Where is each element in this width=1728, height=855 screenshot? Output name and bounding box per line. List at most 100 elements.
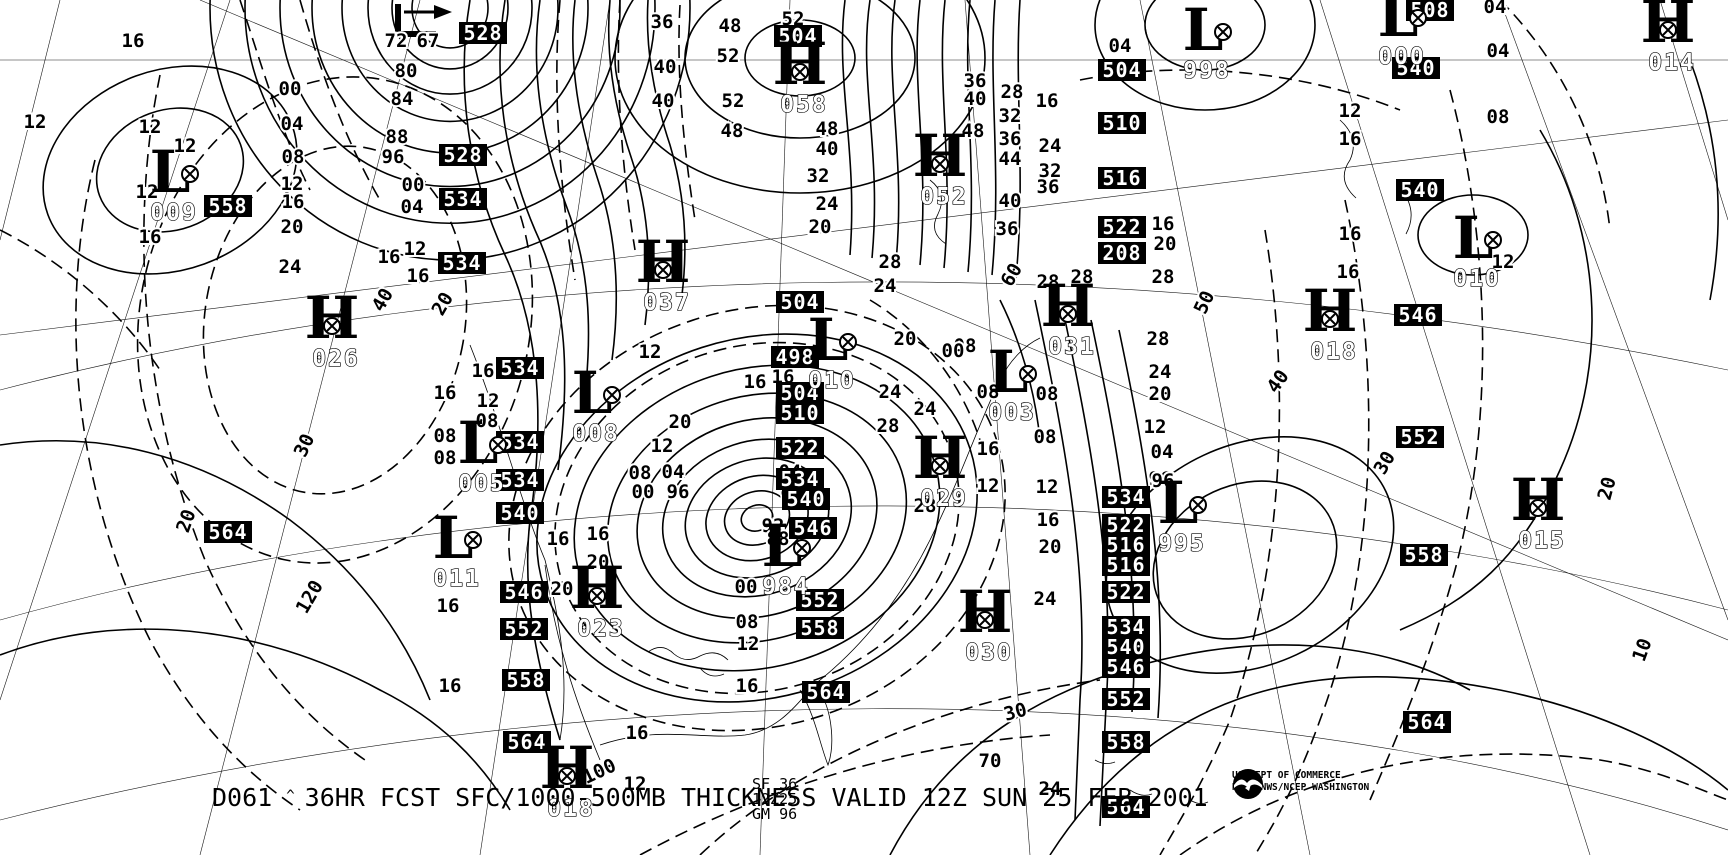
thickness-value: 540 <box>1396 56 1435 80</box>
contour-label: 16 <box>1339 223 1362 245</box>
contour-label: 28 <box>1001 81 1024 103</box>
contour-label: 36 <box>999 128 1022 150</box>
graticule-line <box>0 119 1728 336</box>
label-box-bg <box>496 469 544 491</box>
coastline-path <box>699 667 725 677</box>
pressure-center-H: H014 <box>1641 0 1696 77</box>
contour-label: 30 <box>290 430 320 460</box>
contour-path <box>1015 0 1021 279</box>
contour-label: 88 <box>386 126 409 148</box>
chart-id: D061 <box>212 783 273 812</box>
thickness-label-box: 504 <box>776 381 824 405</box>
contour-label: 16 <box>736 675 759 697</box>
label-box-bg <box>776 402 824 424</box>
thickness-label-box: 534 <box>496 468 544 492</box>
contour-path <box>841 0 853 256</box>
label-box-bg <box>1396 426 1444 448</box>
pressure-center-H: H058 <box>773 30 828 119</box>
coastline-path <box>469 344 565 741</box>
contour-ring <box>341 0 559 123</box>
contour-label: 12 <box>281 173 304 195</box>
pressure-center-H: H037 <box>636 228 691 317</box>
dashed-contour-path <box>239 0 311 191</box>
thickness-label-box: 534 <box>1102 485 1150 509</box>
contour-label: 24 <box>1034 588 1057 610</box>
contour-label: 40 <box>964 88 987 110</box>
coastline-path <box>544 564 601 761</box>
contour-label: 52 <box>717 45 740 67</box>
center-value: 015 <box>1518 528 1566 554</box>
contour-label: 40 <box>368 285 398 316</box>
contour-label: 52 <box>722 90 745 112</box>
contour-ring <box>1094 0 1316 111</box>
contour-label: 36 <box>651 11 674 33</box>
thickness-label-box: 510 <box>1098 111 1146 135</box>
contour-ring <box>1417 194 1529 276</box>
contour-label: 08 <box>736 611 759 633</box>
contour-label: 08 <box>434 447 457 469</box>
contour-label: 36 <box>996 218 1019 240</box>
thickness-value: 558 <box>800 616 839 640</box>
contour-path <box>571 0 618 361</box>
contour-label: 20 <box>669 411 692 433</box>
center-value: 029 <box>920 486 968 512</box>
dashed-contour-path <box>869 299 981 441</box>
center-value: 011 <box>433 566 481 592</box>
center-value: 023 <box>577 616 625 642</box>
thickness-value: 534 <box>1106 615 1145 639</box>
thickness-value: 534 <box>500 468 539 492</box>
contour-label: 32 <box>999 105 1022 127</box>
contour-label: 12 <box>174 135 197 157</box>
contour-ring <box>367 0 533 95</box>
contour-label: 00 <box>632 481 655 503</box>
thickness-value: 564 <box>208 520 247 544</box>
contour-path <box>865 0 876 259</box>
contour-label: 16 <box>977 438 1000 460</box>
contour-label: 72 <box>385 30 408 52</box>
contour-label: 28 <box>1037 271 1060 293</box>
contour-label: 08 <box>282 146 305 168</box>
center-value: 037 <box>643 290 691 316</box>
label-box-bg <box>1394 304 1442 326</box>
contour-label: 12 <box>1036 476 1059 498</box>
contour-label: 12 <box>639 341 662 363</box>
chart-title: D061 ^ 36HR FCST SFC/1000-500MB THICKNESS … <box>212 783 1208 812</box>
thickness-label-box: 540 <box>1392 56 1440 80</box>
label-box-bg <box>1400 544 1448 566</box>
label-box-bg <box>503 731 551 753</box>
contour-label: 96 <box>382 146 405 168</box>
contour-label: 00 <box>402 174 425 196</box>
thickness-label-box: 528 <box>439 143 487 167</box>
thickness-label-box: 534 <box>496 356 544 380</box>
center-marker-icon <box>791 63 809 81</box>
contour-ring <box>391 0 509 70</box>
contour-label: 88 <box>767 528 790 550</box>
contour-label: 28 <box>1071 266 1094 288</box>
thickness-label-box: 564 <box>802 680 850 704</box>
dashed-contour-path <box>639 734 1051 855</box>
graticule-line <box>759 0 791 855</box>
thickness-value: 564 <box>507 730 546 754</box>
contour-path <box>916 0 924 266</box>
contour-label: 04 <box>281 113 304 135</box>
contour-label: 28 <box>1147 328 1170 350</box>
label-box-bg <box>438 252 486 274</box>
center-marker-icon <box>931 155 949 173</box>
thickness-label-box: 498 <box>771 345 819 369</box>
thickness-value: 528 <box>443 143 482 167</box>
center-marker-icon <box>323 317 341 335</box>
label-box-bg <box>1098 242 1146 264</box>
label-box-bg <box>459 22 507 44</box>
thickness-value: 534 <box>1106 485 1145 509</box>
dashed-contour-path <box>1179 753 1728 855</box>
label-box-bg <box>439 188 487 210</box>
contour-label: 96 <box>1149 468 1172 490</box>
thickness-value: 522 <box>1106 513 1145 537</box>
label-box-bg <box>1102 581 1150 603</box>
thickness-value: 540 <box>1400 178 1439 202</box>
center-marker-icon <box>1409 9 1427 27</box>
